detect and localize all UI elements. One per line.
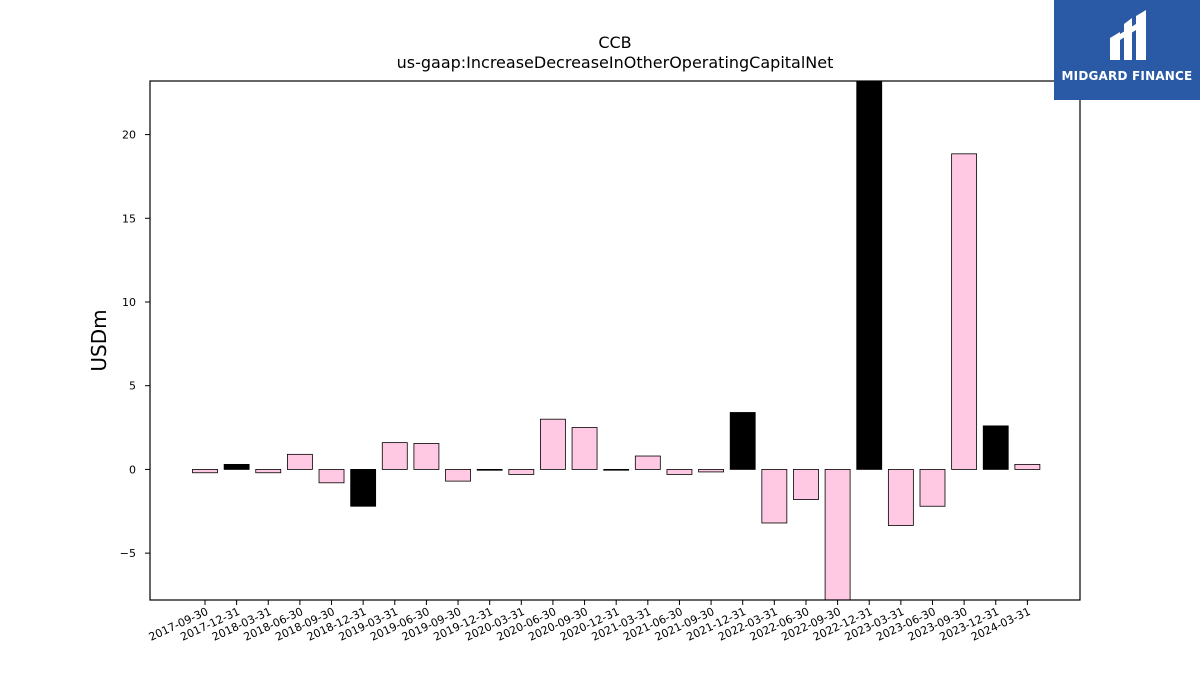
- bar-2019-03-31: [381, 442, 408, 470]
- brand-logo: MIDGARD FINANCE: [1054, 0, 1200, 100]
- bar-2023-09-30: [951, 153, 978, 470]
- bar-2020-09-30: [571, 427, 598, 470]
- bar-2021-12-31: [729, 412, 756, 470]
- bar-2018-09-30: [318, 469, 345, 484]
- bar-2018-06-30: [286, 453, 313, 470]
- bar-2019-06-30: [413, 443, 440, 470]
- y-tick-label: 10: [122, 296, 136, 309]
- bar-2023-03-31: [887, 469, 914, 526]
- bar-2018-03-31: [255, 469, 282, 474]
- bar-2020-03-31: [508, 469, 535, 475]
- bar-2024-03-31: [1014, 463, 1041, 470]
- bar-2017-09-30: [192, 469, 218, 474]
- y-tick-label: 15: [122, 212, 136, 225]
- bar-2018-12-31: [350, 469, 377, 507]
- bar-2023-12-31: [982, 425, 1009, 470]
- y-tick-label: −5: [120, 547, 136, 560]
- y-axis-label: USDm: [87, 309, 111, 371]
- bar-2022-12-31: [856, 81, 883, 470]
- bar-2017-12-31: [223, 463, 250, 470]
- bar-2022-03-31: [761, 469, 788, 524]
- bar-2022-09-30: [824, 469, 851, 600]
- y-tick-label: 20: [122, 129, 136, 142]
- bar-2020-06-30: [540, 418, 566, 470]
- chart-title: CCB: [598, 33, 632, 52]
- logo-mark-icon: [1110, 10, 1146, 60]
- bar-2020-12-31: [603, 469, 630, 471]
- bar-2019-12-31: [476, 469, 503, 471]
- bar-2023-06-30: [919, 469, 946, 507]
- bar-2019-09-30: [445, 469, 471, 482]
- logo-text: MIDGARD FINANCE: [1061, 69, 1193, 83]
- bar-2021-06-30: [666, 469, 693, 475]
- bar-2022-06-30: [793, 469, 819, 500]
- plot-frame: [149, 80, 1081, 601]
- y-tick-label: 0: [129, 463, 136, 476]
- bar-2021-03-31: [634, 455, 661, 470]
- chart-subtitle: us-gaap:IncreaseDecreaseInOtherOperating…: [396, 53, 834, 72]
- bar-2021-09-30: [698, 469, 724, 473]
- y-tick-label: 5: [129, 380, 136, 393]
